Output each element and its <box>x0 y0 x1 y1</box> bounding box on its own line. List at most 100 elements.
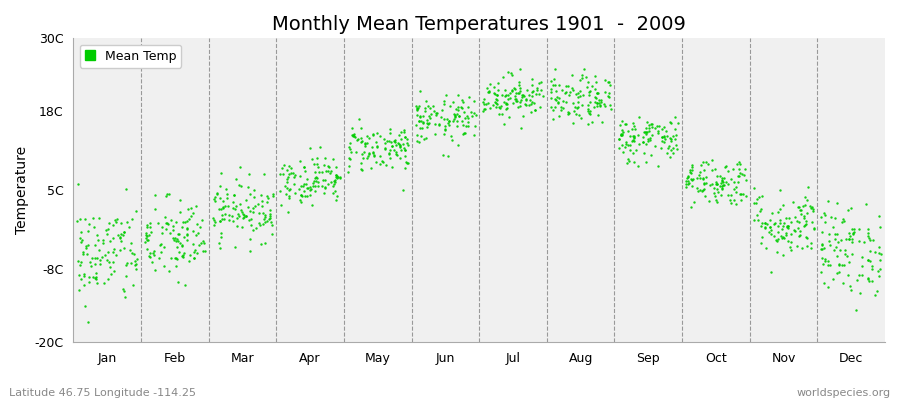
Point <box>602 82 616 88</box>
Point <box>166 235 181 241</box>
Point <box>159 192 174 199</box>
Point <box>266 193 280 199</box>
Point <box>356 138 370 144</box>
Point <box>569 110 583 117</box>
Point <box>162 268 176 274</box>
Point <box>747 217 761 224</box>
Point <box>568 91 582 98</box>
Point <box>555 98 570 104</box>
Point <box>664 120 679 126</box>
Point <box>293 198 308 205</box>
Point <box>107 246 122 252</box>
Point <box>212 206 226 212</box>
Point <box>873 224 887 230</box>
Point <box>830 231 844 237</box>
Point <box>82 274 96 281</box>
Point <box>864 278 878 284</box>
Point <box>451 107 465 113</box>
Point <box>212 195 227 201</box>
Point <box>329 174 344 180</box>
Point <box>303 186 318 193</box>
Point <box>775 225 789 232</box>
Point <box>220 195 234 202</box>
Point <box>108 218 122 225</box>
Point <box>86 224 101 231</box>
Point <box>679 184 693 190</box>
Point <box>355 166 369 173</box>
Point <box>234 182 248 189</box>
Point <box>411 118 426 124</box>
Point <box>212 182 227 189</box>
Point <box>836 280 850 287</box>
Point <box>362 150 376 157</box>
Point <box>110 215 124 222</box>
Point <box>874 251 888 258</box>
Point <box>446 118 460 124</box>
Point <box>571 90 585 97</box>
Point <box>841 206 855 213</box>
Point <box>400 141 415 148</box>
Point <box>847 225 861 232</box>
Point <box>302 184 317 190</box>
Point <box>549 97 563 104</box>
Point <box>628 126 643 132</box>
Point <box>125 216 140 222</box>
Point <box>141 253 156 260</box>
Point <box>645 123 660 130</box>
Point <box>562 92 577 98</box>
Point <box>358 140 373 147</box>
Point <box>457 130 472 136</box>
Point <box>442 118 456 124</box>
Point <box>233 164 248 171</box>
Point <box>702 182 716 188</box>
Point <box>816 260 831 267</box>
Point <box>491 92 505 98</box>
Point <box>684 204 698 210</box>
Point <box>601 93 616 100</box>
Point <box>763 231 778 238</box>
Point <box>362 150 376 156</box>
Point <box>680 174 695 180</box>
Point <box>207 217 221 223</box>
Point <box>515 94 529 100</box>
Point <box>261 194 275 201</box>
Point <box>697 181 711 187</box>
Point <box>814 255 829 261</box>
Point <box>691 188 706 194</box>
Point <box>163 230 177 236</box>
Point <box>208 218 222 225</box>
Point <box>616 129 630 135</box>
Point <box>171 230 185 237</box>
Point <box>696 158 710 165</box>
Point <box>814 246 829 253</box>
Point <box>492 104 507 111</box>
Point <box>612 136 626 142</box>
Point <box>127 251 141 257</box>
Point <box>834 219 849 226</box>
Point <box>482 81 497 87</box>
Point <box>583 108 598 114</box>
Point <box>76 251 90 258</box>
Point <box>644 132 659 138</box>
Point <box>227 192 241 198</box>
Point <box>410 106 424 113</box>
Point <box>849 307 863 313</box>
Point <box>732 158 746 165</box>
Point <box>759 220 773 227</box>
Point <box>303 192 318 198</box>
Point <box>500 100 514 107</box>
Point <box>843 233 858 240</box>
Point <box>615 118 629 124</box>
Point <box>382 138 397 144</box>
Point <box>814 246 828 252</box>
Point <box>76 273 91 280</box>
Point <box>355 151 369 157</box>
Point <box>715 178 729 184</box>
Point <box>693 187 707 193</box>
Point <box>494 92 508 98</box>
Point <box>770 238 784 244</box>
Point <box>657 124 671 130</box>
Point <box>396 145 410 151</box>
Point <box>666 150 680 156</box>
Point <box>806 226 821 232</box>
